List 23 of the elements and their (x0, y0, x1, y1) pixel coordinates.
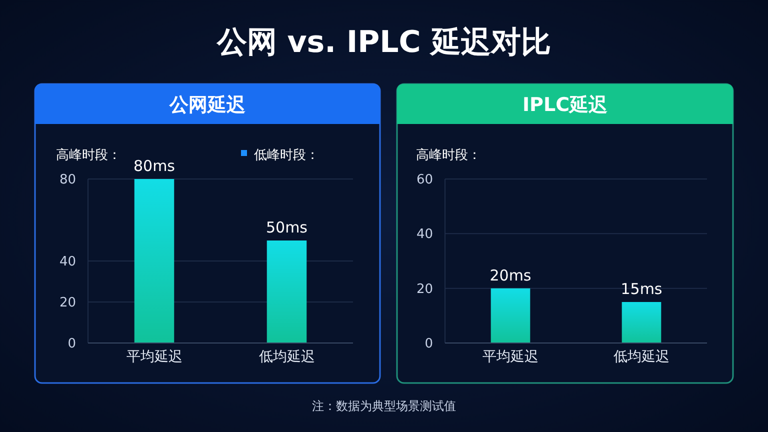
text: 高峰时段： (56, 147, 121, 163)
text: 低峰时段： (254, 148, 319, 163)
data-label: 20ms (490, 266, 532, 284)
text: 注：数据为典型场景测试值 (312, 399, 456, 413)
x-tick-label: 低均延迟 (614, 349, 670, 365)
x-tick-label: 平均延迟 (482, 349, 538, 365)
data-label: 80ms (133, 157, 176, 175)
chart-title: IPLC延迟 (522, 94, 609, 116)
y-tick-label: 20 (416, 282, 433, 297)
data-label: 15ms (620, 280, 662, 298)
y-tick-label: 40 (59, 254, 76, 270)
chart-title: 公网延迟 (168, 94, 246, 116)
text: 高峰时段： (416, 147, 481, 163)
y-tick-label: 40 (416, 227, 433, 242)
data-label: 50ms (266, 218, 308, 236)
x-tick-label: 低均延迟 (258, 349, 315, 365)
y-tick-label: 0 (424, 336, 433, 352)
y-tick-label: 60 (416, 172, 433, 188)
y-tick-label: 0 (68, 336, 76, 352)
y-tick-label: 20 (59, 296, 76, 311)
y-tick-label: 80 (59, 172, 76, 188)
x-tick-label: 平均延迟 (126, 349, 182, 365)
text: 公网 vs. IPLC 延迟对比 (216, 25, 552, 60)
